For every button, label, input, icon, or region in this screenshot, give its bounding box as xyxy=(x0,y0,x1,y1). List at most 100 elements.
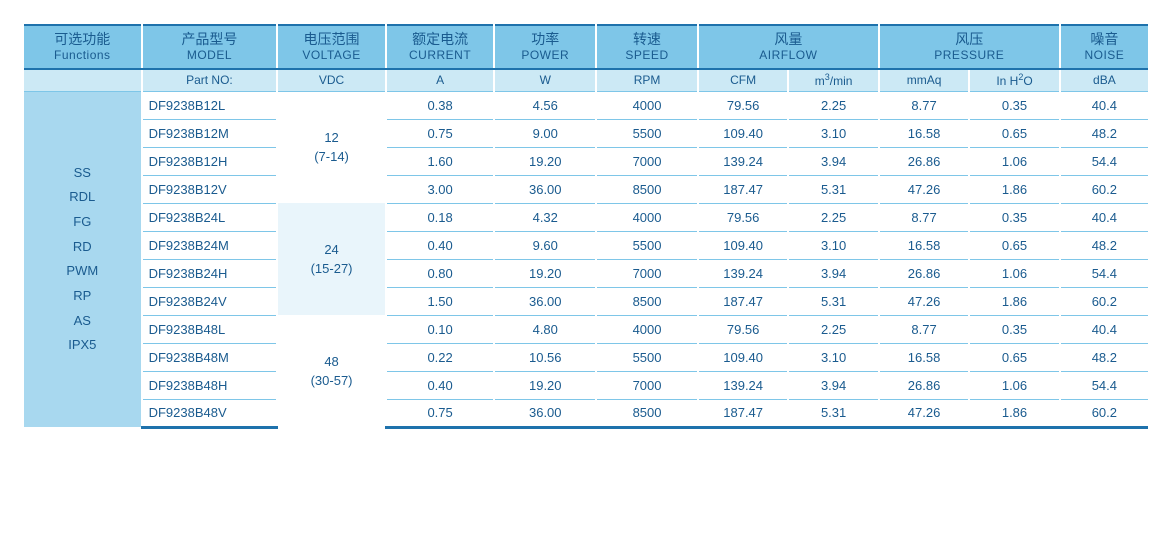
data-cell: 40.4 xyxy=(1060,91,1148,119)
data-cell: 60.2 xyxy=(1060,175,1148,203)
data-cell: 36.00 xyxy=(494,175,596,203)
table-row: DF9238B12M0.759.005500109.403.1016.580.6… xyxy=(24,119,1148,147)
data-cell: 3.94 xyxy=(788,371,878,399)
data-cell: 3.94 xyxy=(788,147,878,175)
data-cell: 1.06 xyxy=(969,371,1059,399)
data-cell: 5500 xyxy=(596,231,698,259)
data-cell: 4000 xyxy=(596,91,698,119)
data-cell: 36.00 xyxy=(494,399,596,427)
col-header: 产品型号MODEL xyxy=(142,25,278,69)
data-cell: 3.94 xyxy=(788,259,878,287)
data-cell: 8500 xyxy=(596,399,698,427)
data-cell: 7000 xyxy=(596,259,698,287)
col-header: 额定电流CURRENT xyxy=(386,25,495,69)
data-cell: 1.06 xyxy=(969,147,1059,175)
data-cell: 5.31 xyxy=(788,175,878,203)
unit-cell: Part NO: xyxy=(142,69,278,91)
data-cell: 54.4 xyxy=(1060,371,1148,399)
data-cell: 5.31 xyxy=(788,399,878,427)
model-cell: DF9238B12V xyxy=(142,175,278,203)
data-cell: 4.80 xyxy=(494,315,596,343)
model-cell: DF9238B12L xyxy=(142,91,278,119)
data-cell: 0.35 xyxy=(969,315,1059,343)
data-cell: 1.86 xyxy=(969,175,1059,203)
data-cell: 4.56 xyxy=(494,91,596,119)
model-cell: DF9238B24L xyxy=(142,203,278,231)
data-cell: 0.35 xyxy=(969,91,1059,119)
header-row: 可选功能Functions产品型号MODEL电压范围VOLTAGE额定电流CUR… xyxy=(24,25,1148,69)
data-cell: 10.56 xyxy=(494,343,596,371)
data-cell: 7000 xyxy=(596,147,698,175)
data-cell: 0.35 xyxy=(969,203,1059,231)
data-cell: 47.26 xyxy=(879,399,969,427)
data-cell: 0.40 xyxy=(386,231,495,259)
data-cell: 0.18 xyxy=(386,203,495,231)
unit-cell: In H2O xyxy=(969,69,1059,91)
data-cell: 109.40 xyxy=(698,119,788,147)
data-cell: 79.56 xyxy=(698,91,788,119)
data-cell: 0.22 xyxy=(386,343,495,371)
data-cell: 109.40 xyxy=(698,343,788,371)
data-cell: 79.56 xyxy=(698,315,788,343)
model-cell: DF9238B48V xyxy=(142,399,278,427)
data-cell: 48.2 xyxy=(1060,343,1148,371)
table-row: DF9238B24H0.8019.207000139.243.9426.861.… xyxy=(24,259,1148,287)
data-cell: 47.26 xyxy=(879,175,969,203)
col-header: 功率POWER xyxy=(494,25,596,69)
data-cell: 1.60 xyxy=(386,147,495,175)
data-cell: 79.56 xyxy=(698,203,788,231)
data-cell: 8.77 xyxy=(879,315,969,343)
data-cell: 36.00 xyxy=(494,287,596,315)
voltage-cell: 48(30-57) xyxy=(277,315,386,427)
data-cell: 0.10 xyxy=(386,315,495,343)
data-cell: 2.25 xyxy=(788,203,878,231)
data-cell: 187.47 xyxy=(698,399,788,427)
data-cell: 60.2 xyxy=(1060,287,1148,315)
unit-cell: W xyxy=(494,69,596,91)
unit-row: Part NO:VDCAWRPMCFMm3/minmmAqIn H2OdBA xyxy=(24,69,1148,91)
col-header: 转速SPEED xyxy=(596,25,698,69)
data-cell: 16.58 xyxy=(879,231,969,259)
col-header: 可选功能Functions xyxy=(24,25,142,69)
table-row: DF9238B48M0.2210.565500109.403.1016.580.… xyxy=(24,343,1148,371)
data-cell: 8500 xyxy=(596,175,698,203)
table-row: DF9238B24V1.5036.008500187.475.3147.261.… xyxy=(24,287,1148,315)
model-cell: DF9238B24M xyxy=(142,231,278,259)
table-row: DF9238B12V3.0036.008500187.475.3147.261.… xyxy=(24,175,1148,203)
data-cell: 8.77 xyxy=(879,203,969,231)
data-cell: 0.80 xyxy=(386,259,495,287)
unit-cell: A xyxy=(386,69,495,91)
data-cell: 60.2 xyxy=(1060,399,1148,427)
data-cell: 139.24 xyxy=(698,259,788,287)
table-row: DF9238B24L24(15-27)0.184.32400079.562.25… xyxy=(24,203,1148,231)
table-row: DF9238B24M0.409.605500109.403.1016.580.6… xyxy=(24,231,1148,259)
table-row: SSRDLFGRDPWMRPASIPX5DF9238B12L12(7-14)0.… xyxy=(24,91,1148,119)
data-cell: 1.86 xyxy=(969,287,1059,315)
data-cell: 1.86 xyxy=(969,399,1059,427)
data-cell: 5.31 xyxy=(788,287,878,315)
data-cell: 0.65 xyxy=(969,343,1059,371)
data-cell: 4000 xyxy=(596,203,698,231)
data-cell: 40.4 xyxy=(1060,315,1148,343)
data-cell: 0.65 xyxy=(969,231,1059,259)
data-cell: 0.40 xyxy=(386,371,495,399)
unit-cell xyxy=(24,69,142,91)
data-cell: 54.4 xyxy=(1060,259,1148,287)
data-cell: 2.25 xyxy=(788,315,878,343)
data-cell: 0.75 xyxy=(386,119,495,147)
col-header: 电压范围VOLTAGE xyxy=(277,25,386,69)
data-cell: 3.00 xyxy=(386,175,495,203)
data-cell: 54.4 xyxy=(1060,147,1148,175)
data-cell: 16.58 xyxy=(879,343,969,371)
data-cell: 0.75 xyxy=(386,399,495,427)
data-cell: 0.65 xyxy=(969,119,1059,147)
data-cell: 4000 xyxy=(596,315,698,343)
unit-cell: RPM xyxy=(596,69,698,91)
model-cell: DF9238B48L xyxy=(142,315,278,343)
data-cell: 19.20 xyxy=(494,371,596,399)
data-cell: 26.86 xyxy=(879,147,969,175)
data-cell: 9.00 xyxy=(494,119,596,147)
voltage-cell: 12(7-14) xyxy=(277,91,386,203)
data-cell: 187.47 xyxy=(698,287,788,315)
model-cell: DF9238B12H xyxy=(142,147,278,175)
